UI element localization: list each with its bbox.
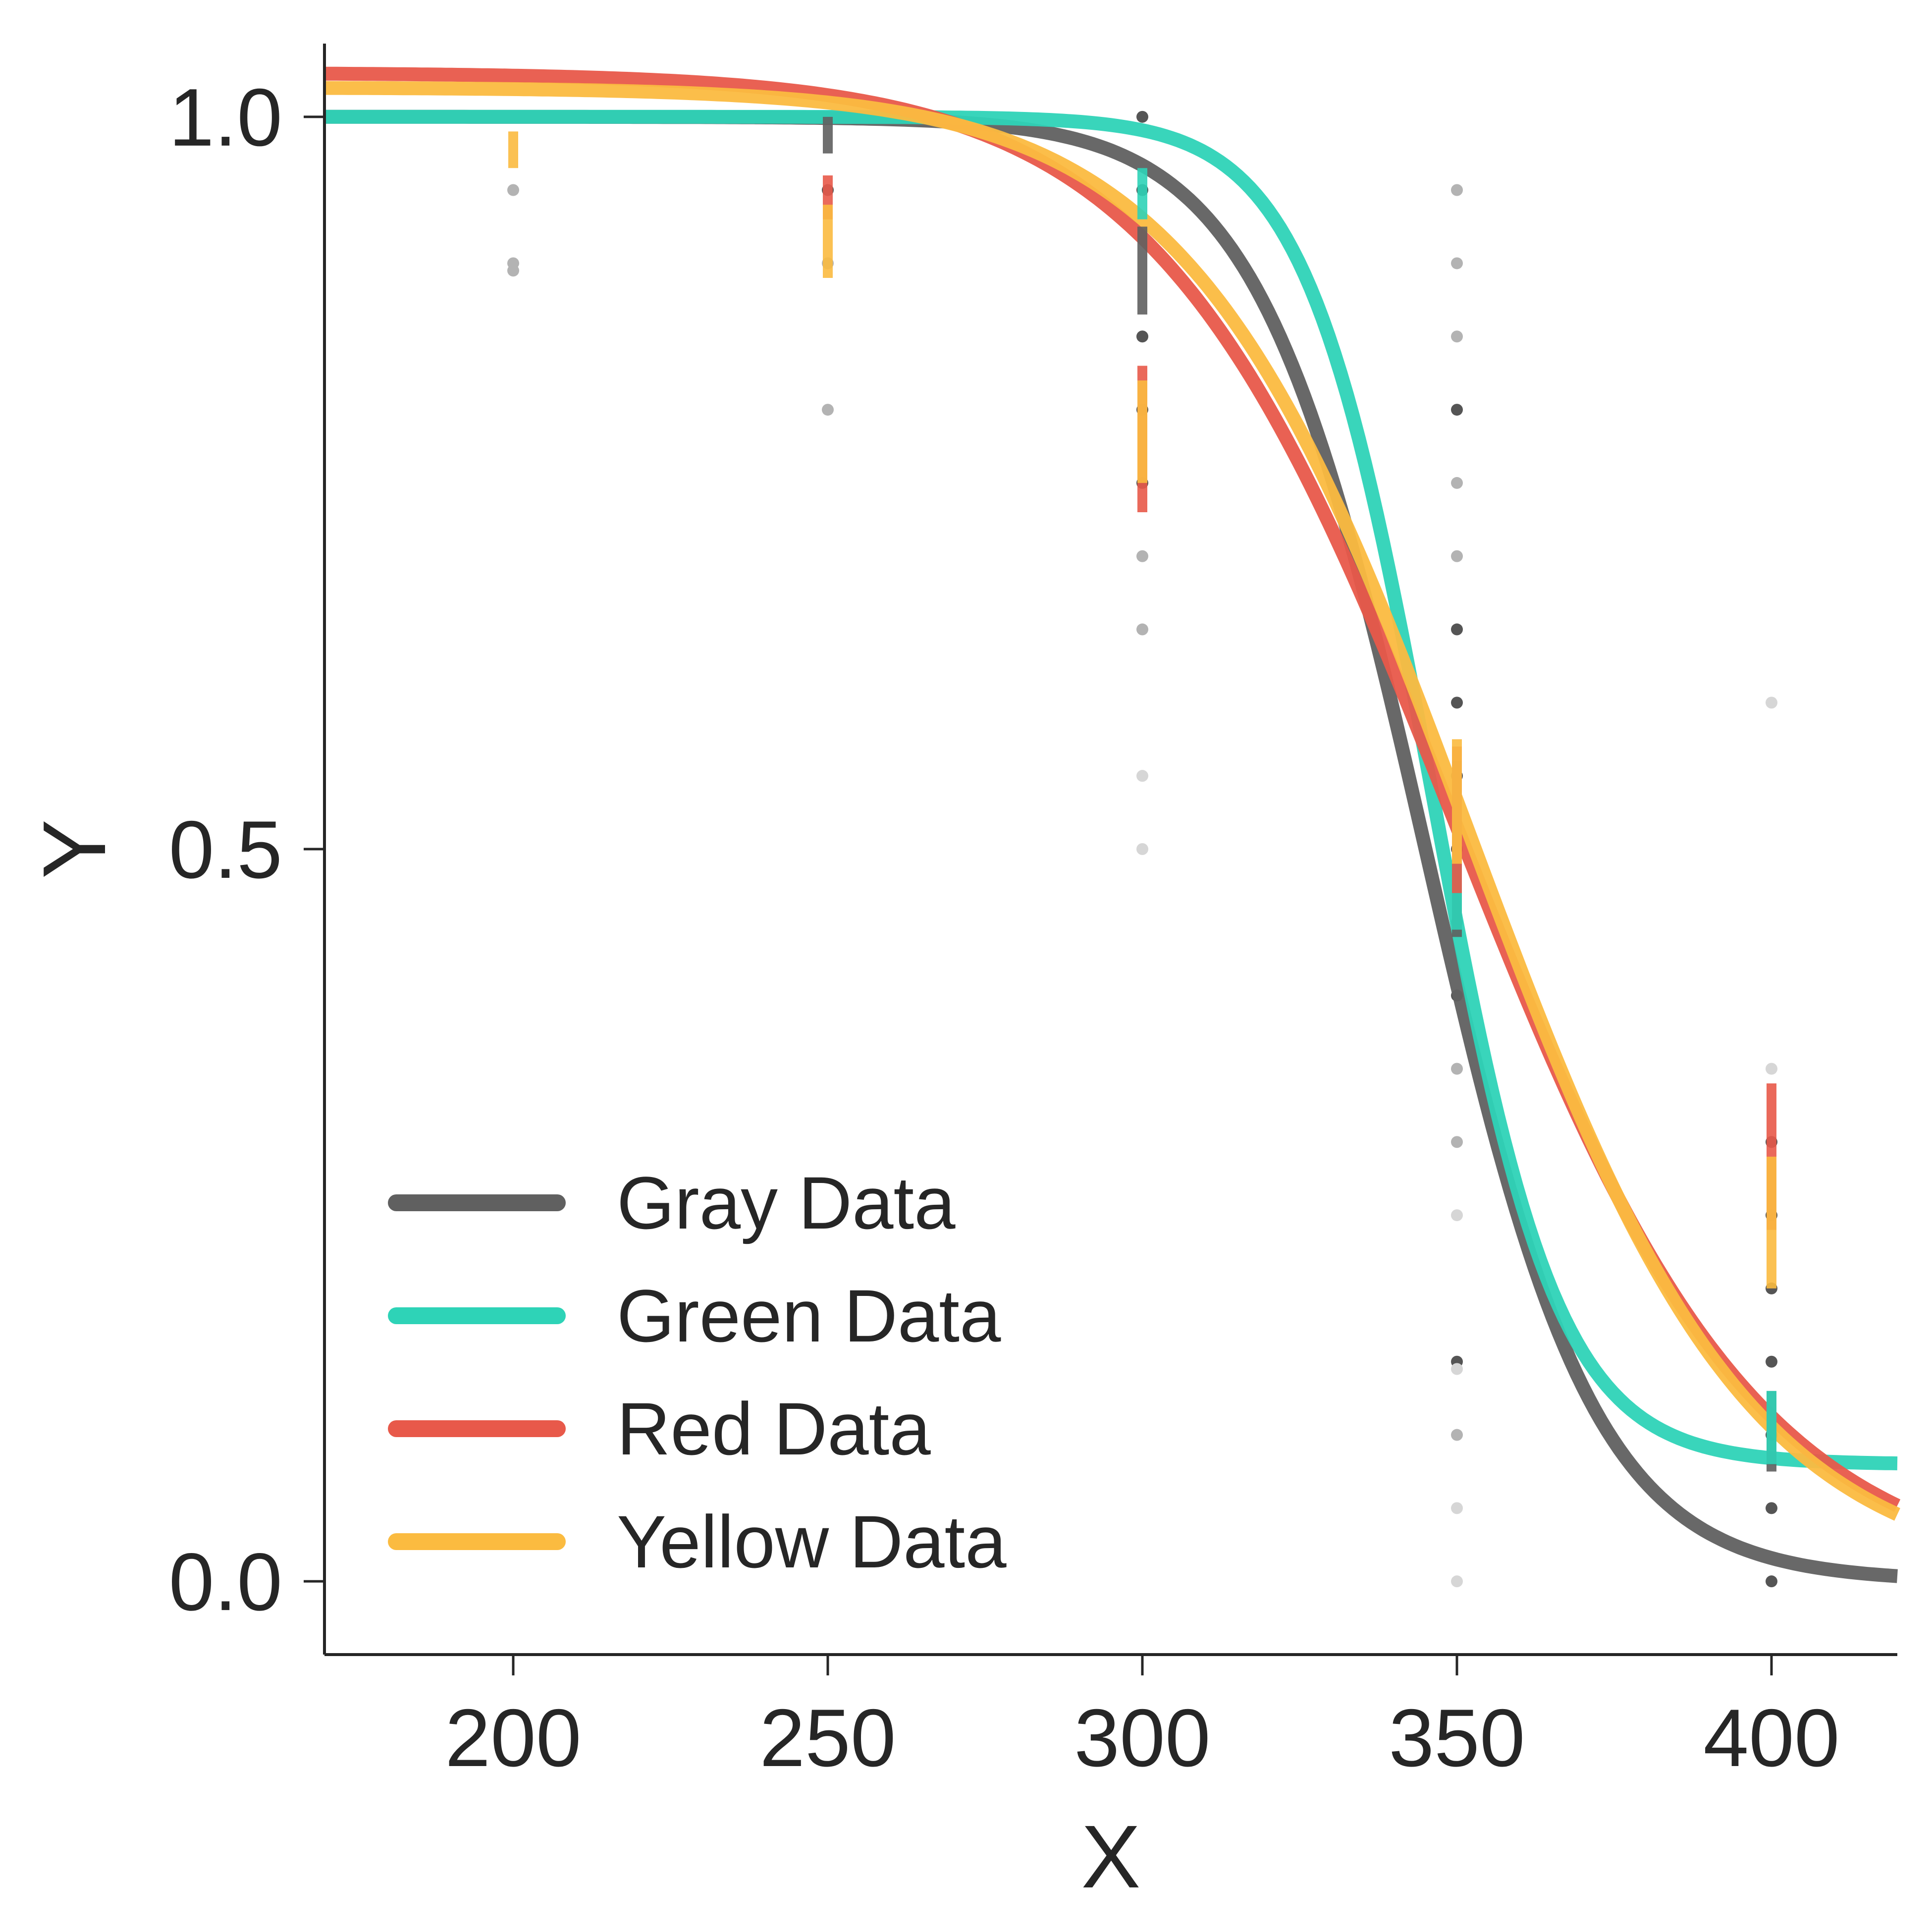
series-line-green-data <box>324 109 1898 1470</box>
data-point <box>1766 1575 1777 1588</box>
data-point <box>1136 330 1148 343</box>
data-point <box>1451 623 1463 636</box>
y-tick-label-1.0: 1.0 <box>169 72 282 163</box>
data-point <box>1136 843 1148 855</box>
data-point <box>1766 1355 1777 1368</box>
legend-label-red-data: Red Data <box>617 1387 931 1470</box>
data-point <box>1451 1063 1463 1075</box>
data-point <box>1451 1502 1463 1514</box>
data-point <box>1451 1136 1463 1148</box>
data-point <box>1136 110 1148 123</box>
legend: Gray Data Green Data Red Data Yellow Data <box>388 1161 1007 1583</box>
data-point <box>1451 330 1463 343</box>
data-point <box>1136 550 1148 562</box>
data-point <box>1136 623 1148 636</box>
legend-label-yellow-data: Yellow Data <box>617 1500 1007 1583</box>
data-point <box>1451 1429 1463 1441</box>
data-point <box>507 265 519 277</box>
data-point <box>1451 1363 1463 1375</box>
data-point <box>1451 1575 1463 1588</box>
data-point <box>1766 697 1777 709</box>
y-axis-title: Y <box>25 819 124 879</box>
data-point <box>1451 257 1463 269</box>
x-tick-label-400: 400 <box>1703 1692 1839 1783</box>
fit-curves <box>324 66 1901 1583</box>
data-point <box>1451 1209 1463 1222</box>
data-point <box>1451 477 1463 489</box>
y-tick-label-0.0: 0.0 <box>169 1536 282 1627</box>
data-point <box>1451 184 1463 196</box>
data-point <box>1766 1063 1777 1075</box>
data-point <box>1451 404 1463 416</box>
x-axis-title: X <box>1081 1807 1140 1907</box>
x-tick-label-350: 350 <box>1389 1692 1525 1783</box>
legend-label-green-data: Green Data <box>617 1274 1001 1357</box>
y-ticks: 0.0 0.5 1.0 <box>169 72 324 1627</box>
series-line-gray-data <box>324 109 1898 1583</box>
data-point <box>1451 697 1463 709</box>
axes <box>323 44 1897 1656</box>
data-point <box>507 184 519 196</box>
y-tick-label-0.5: 0.5 <box>169 804 282 895</box>
legend-label-gray-data: Gray Data <box>617 1161 956 1244</box>
x-tick-label-300: 300 <box>1074 1692 1210 1783</box>
error-bars <box>508 116 1776 1472</box>
x-tick-label-250: 250 <box>759 1692 896 1783</box>
series-line-yellow-data <box>324 81 1900 1521</box>
x-tick-label-200: 200 <box>445 1692 581 1783</box>
x-ticks: 200 250 300 350 400 <box>445 1655 1840 1783</box>
data-point <box>822 404 834 416</box>
data-point <box>1766 1502 1777 1514</box>
data-point <box>1451 550 1463 562</box>
data-point <box>1136 770 1148 782</box>
